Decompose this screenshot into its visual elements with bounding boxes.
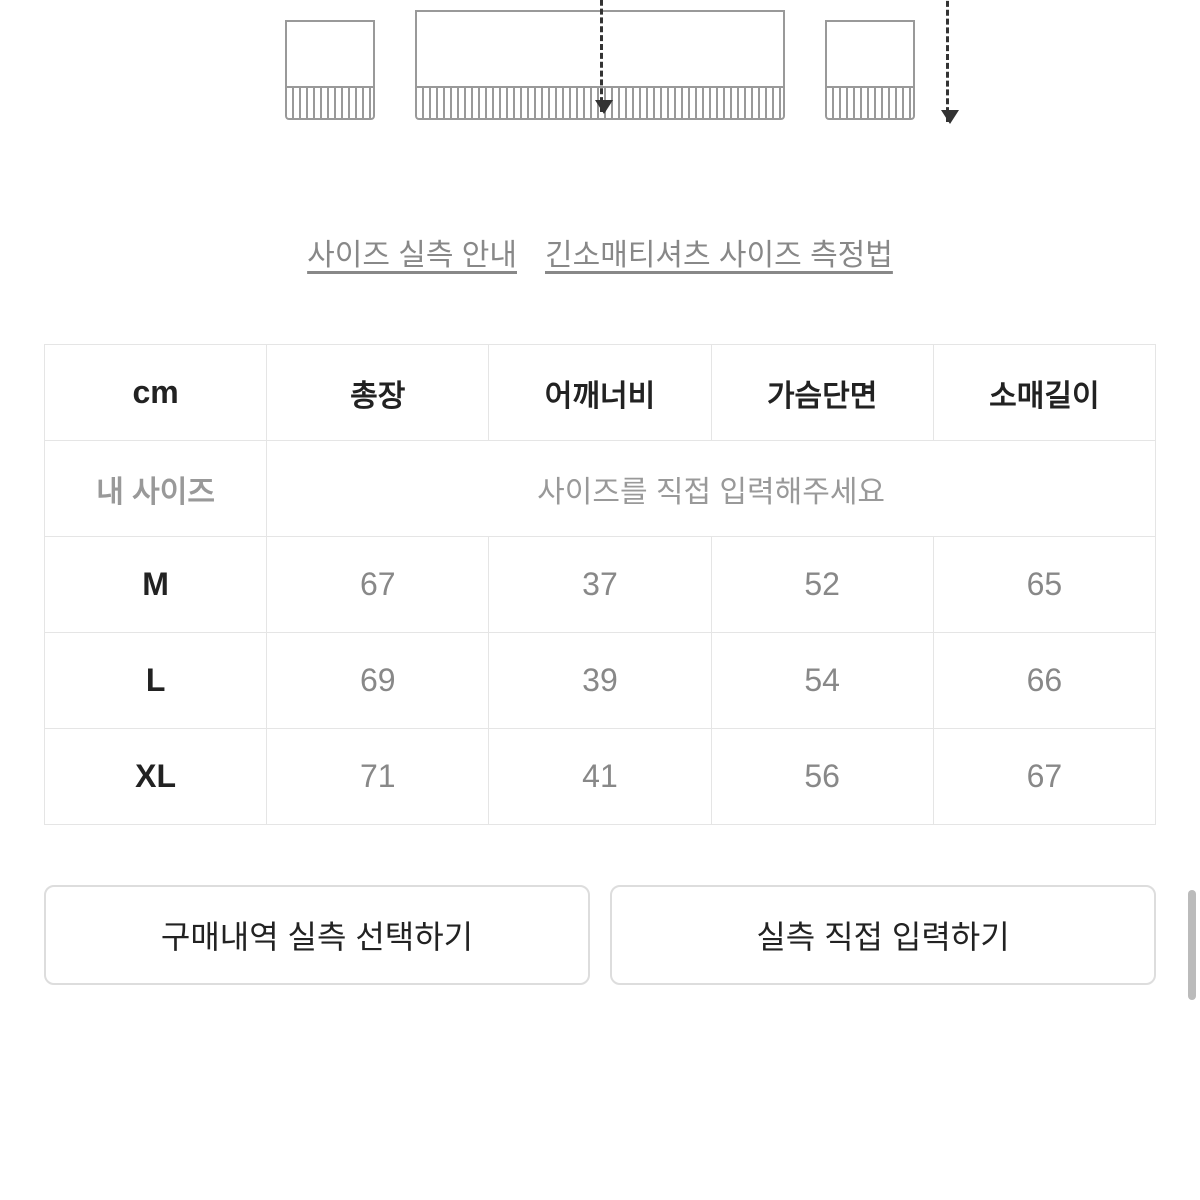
select-from-history-button[interactable]: 구매내역 실측 선택하기 (44, 885, 590, 985)
action-buttons: 구매내역 실측 선택하기 실측 직접 입력하기 (44, 885, 1156, 985)
measurement-method-link[interactable]: 긴소매티셔츠 사이즈 측정법 (545, 230, 893, 274)
my-size-label: 내 사이즈 (45, 441, 267, 537)
table-row: L 69 39 54 66 (45, 633, 1156, 729)
size-label: L (45, 633, 267, 729)
size-value: 54 (711, 633, 933, 729)
my-size-placeholder[interactable]: 사이즈를 직접 입력해주세요 (267, 441, 1156, 537)
column-header: 총장 (267, 345, 489, 441)
scrollbar-thumb[interactable] (1188, 890, 1196, 1000)
size-table: cm 총장 어깨너비 가슴단면 소매길이 내 사이즈 사이즈를 직접 입력해주세… (44, 344, 1156, 825)
size-value: 56 (711, 729, 933, 825)
size-value: 41 (489, 729, 711, 825)
size-value: 71 (267, 729, 489, 825)
diagram-body (415, 10, 785, 120)
size-value: 52 (711, 537, 933, 633)
enter-manually-button[interactable]: 실측 직접 입력하기 (610, 885, 1156, 985)
size-value: 67 (933, 729, 1155, 825)
column-header: 소매길이 (933, 345, 1155, 441)
size-value: 69 (267, 633, 489, 729)
size-guide-link[interactable]: 사이즈 실측 안내 (307, 230, 517, 274)
size-label: XL (45, 729, 267, 825)
sleeve-arrow-icon (946, 0, 949, 122)
unit-header: cm (45, 345, 267, 441)
column-header: 가슴단면 (711, 345, 933, 441)
length-arrow-icon (600, 0, 603, 112)
my-size-row[interactable]: 내 사이즈 사이즈를 직접 입력해주세요 (45, 441, 1156, 537)
size-value: 65 (933, 537, 1155, 633)
size-label: M (45, 537, 267, 633)
size-value: 39 (489, 633, 711, 729)
column-header: 어깨너비 (489, 345, 711, 441)
guide-links: 사이즈 실측 안내 긴소매티셔츠 사이즈 측정법 (44, 230, 1156, 274)
garment-diagram (44, 0, 1156, 180)
size-value: 66 (933, 633, 1155, 729)
table-header-row: cm 총장 어깨너비 가슴단면 소매길이 (45, 345, 1156, 441)
size-value: 67 (267, 537, 489, 633)
table-row: XL 71 41 56 67 (45, 729, 1156, 825)
table-row: M 67 37 52 65 (45, 537, 1156, 633)
diagram-sleeve-right (825, 20, 915, 120)
diagram-sleeve-left (285, 20, 375, 120)
size-value: 37 (489, 537, 711, 633)
